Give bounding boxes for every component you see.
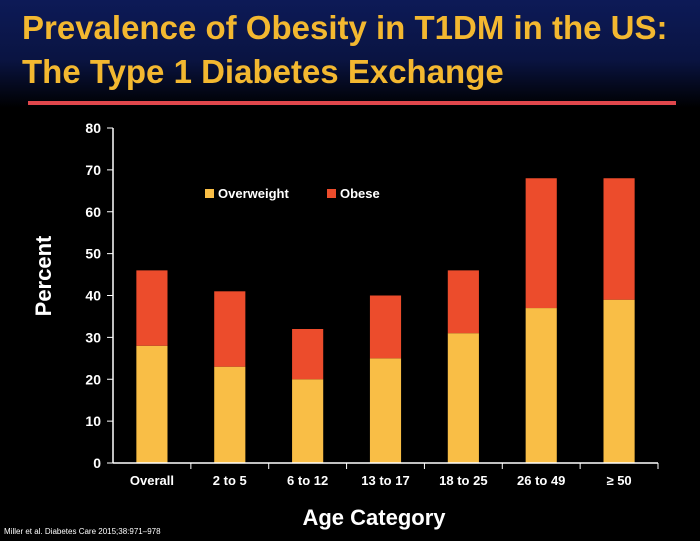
bar-overweight-4 bbox=[447, 333, 479, 463]
legend-swatch-overweight bbox=[205, 189, 214, 198]
bar-overweight-1 bbox=[214, 366, 246, 463]
bar-obese-5 bbox=[525, 178, 557, 309]
bar-overweight-0 bbox=[136, 345, 168, 463]
legend-label-overweight: Overweight bbox=[218, 186, 289, 201]
y-tick-label: 20 bbox=[85, 371, 101, 387]
x-tick-label: 6 to 12 bbox=[287, 473, 328, 488]
bar-obese-2 bbox=[292, 329, 324, 380]
bar-obese-3 bbox=[369, 295, 402, 359]
legend-label-obese: Obese bbox=[340, 186, 380, 201]
bar-obese-1 bbox=[214, 291, 246, 367]
y-tick-label: 10 bbox=[85, 413, 101, 429]
bar-obese-0 bbox=[136, 270, 168, 346]
bar-overweight-2 bbox=[292, 379, 324, 463]
legend: Overweight Obese bbox=[205, 186, 380, 201]
y-tick-label: 40 bbox=[85, 288, 101, 304]
x-tick-label: 13 to 17 bbox=[361, 473, 409, 488]
title-underline bbox=[28, 101, 676, 105]
y-axis-label: Percent bbox=[31, 235, 56, 316]
x-axis-label: Age Category bbox=[302, 505, 446, 530]
y-tick-label: 60 bbox=[85, 204, 101, 220]
title-banner: Prevalence of Obesity in T1DM in the US:… bbox=[0, 0, 700, 108]
y-tick-label: 30 bbox=[85, 329, 101, 345]
y-tick-label: 50 bbox=[85, 246, 101, 262]
bar-overweight-3 bbox=[369, 358, 402, 463]
y-tick-label: 0 bbox=[93, 455, 101, 471]
bar-overweight-6 bbox=[603, 299, 635, 463]
bar-obese-6 bbox=[603, 178, 635, 300]
legend-swatch-obese bbox=[327, 189, 336, 198]
citation: Miller et al. Diabetes Care 2015;38:971–… bbox=[4, 527, 161, 536]
x-tick-label: 2 to 5 bbox=[213, 473, 247, 488]
x-tick-label: ≥ 50 bbox=[606, 473, 631, 488]
y-tick-label: 80 bbox=[85, 120, 101, 136]
x-tick-label: Overall bbox=[130, 473, 174, 488]
y-tick-label: 70 bbox=[85, 162, 101, 178]
bar-obese-4 bbox=[447, 270, 479, 334]
axes: Overall 2 to 5 6 to 12 13 to 17 18 to 25 26 t… bbox=[85, 120, 659, 488]
bar-group bbox=[136, 178, 635, 463]
x-tick-label: 18 to 25 bbox=[439, 473, 487, 488]
page-title: Prevalence of Obesity in T1DM in the US:… bbox=[22, 9, 668, 90]
x-tick-label: 26 to 49 bbox=[517, 473, 565, 488]
bar-overweight-5 bbox=[525, 308, 557, 463]
